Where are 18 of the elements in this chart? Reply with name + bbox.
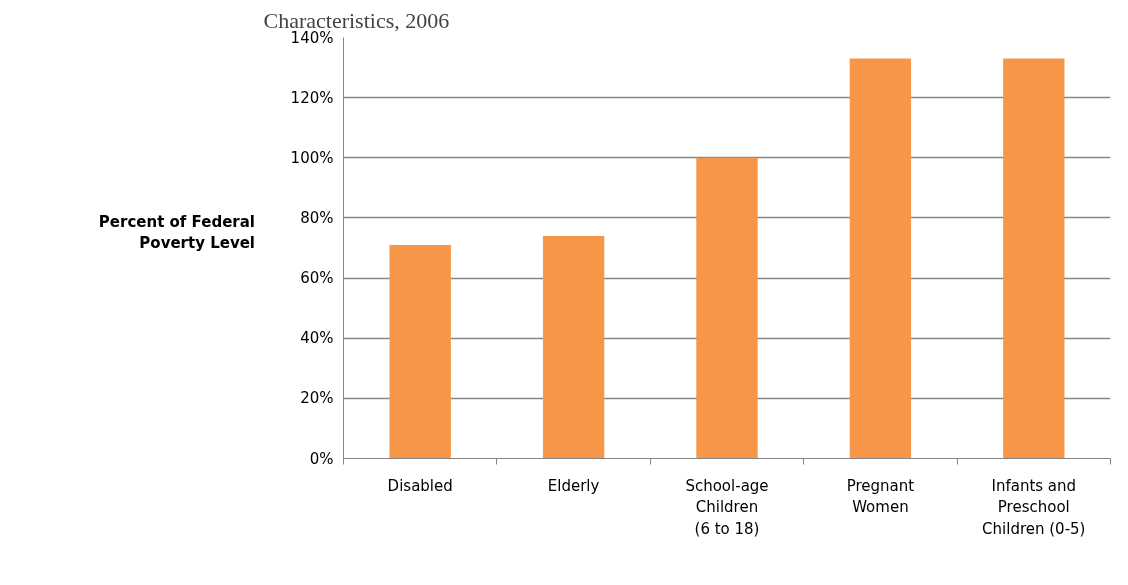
bar: [389, 244, 451, 459]
y-tick-label: 100%: [290, 148, 334, 167]
y-tick-label: 120%: [290, 88, 334, 107]
x-tick-label: Disabled: [387, 476, 453, 495]
bar: [696, 157, 758, 459]
y-axis-title: Percent of Federal Poverty Level: [98, 212, 255, 254]
y-tick-label: 40%: [300, 329, 334, 348]
bar: [542, 235, 605, 459]
y-tick-label: 0%: [309, 449, 334, 468]
x-tick-label: Infants and Preschool Children (0-5): [982, 476, 1086, 538]
y-tick-label: 80%: [300, 208, 334, 227]
x-tick-label: Pregnant Women: [846, 476, 915, 517]
bar: [849, 58, 912, 459]
x-tick-label: Elderly: [547, 476, 600, 495]
x-tick-label: School-age Children (6 to 18): [685, 476, 769, 538]
bar: [1003, 58, 1065, 459]
y-tick-label: 60%: [300, 269, 334, 288]
y-tick-label: 20%: [300, 389, 334, 408]
